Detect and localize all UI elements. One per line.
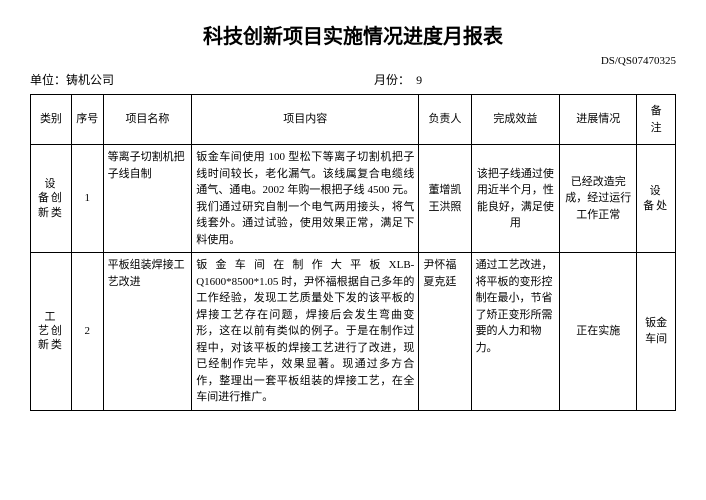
unit-prefix: 单位：: [30, 73, 66, 87]
cell-name: 平板组装焊接工艺改进: [103, 253, 192, 411]
cell-note: 钣金车间: [637, 253, 676, 411]
cell-progress: 已经改造完成，经过运行工作正常: [560, 145, 637, 253]
cell-name: 等离子切割机把子线自制: [103, 145, 192, 253]
cell-progress: 正在实施: [560, 253, 637, 411]
cell-content: 钣 金 车 间 在 制 作 大 平 板 XLB-Q1600*8500*1.05 …: [192, 253, 419, 411]
cell-effect: 通过工艺改进，将平板的变形控制在最小，节省了矫正变形所需要的人力和物力。: [471, 253, 560, 411]
col-owner: 负责人: [419, 95, 471, 145]
page-title: 科技创新项目实施情况进度月报表: [30, 20, 676, 49]
month-value: 9: [416, 73, 422, 87]
month-prefix: 月份：: [374, 73, 404, 87]
cell-effect: 该把子线通过使用近半个月，性能良好，满足使用: [471, 145, 560, 253]
cell-category: 工 艺创 新类: [31, 253, 72, 411]
header-row: 单位：铸机公司 月份： 9: [30, 71, 676, 88]
col-effect: 完成效益: [471, 95, 560, 145]
col-name: 项目名称: [103, 95, 192, 145]
cell-owner: 董增凯王洪照: [419, 145, 471, 253]
cell-content: 钣金车间使用 100 型松下等离子切割机把子线时间较长，老化漏气。该线属复合电缆…: [192, 145, 419, 253]
cell-category: 设 备创 新类: [31, 145, 72, 253]
col-content: 项目内容: [192, 95, 419, 145]
col-note: 备 注: [637, 95, 676, 145]
cell-owner: 尹怀福夏克廷: [419, 253, 471, 411]
doc-id: DS/QS07470325: [30, 55, 676, 67]
month-label: 月份： 9: [374, 71, 422, 88]
report-table: 类别 序号 项目名称 项目内容 负责人 完成效益 进展情况 备 注 设 备创 新…: [30, 94, 676, 411]
table-row: 设 备创 新类 1 等离子切割机把子线自制 钣金车间使用 100 型松下等离子切…: [31, 145, 676, 253]
cell-note: 设 备处: [637, 145, 676, 253]
unit-value: 铸机公司: [66, 73, 114, 87]
unit-label: 单位：铸机公司: [30, 71, 114, 88]
table-header-row: 类别 序号 项目名称 项目内容 负责人 完成效益 进展情况 备 注: [31, 95, 676, 145]
col-seq: 序号: [71, 95, 103, 145]
col-category: 类别: [31, 95, 72, 145]
col-progress: 进展情况: [560, 95, 637, 145]
table-row: 工 艺创 新类 2 平板组装焊接工艺改进 钣 金 车 间 在 制 作 大 平 板…: [31, 253, 676, 411]
